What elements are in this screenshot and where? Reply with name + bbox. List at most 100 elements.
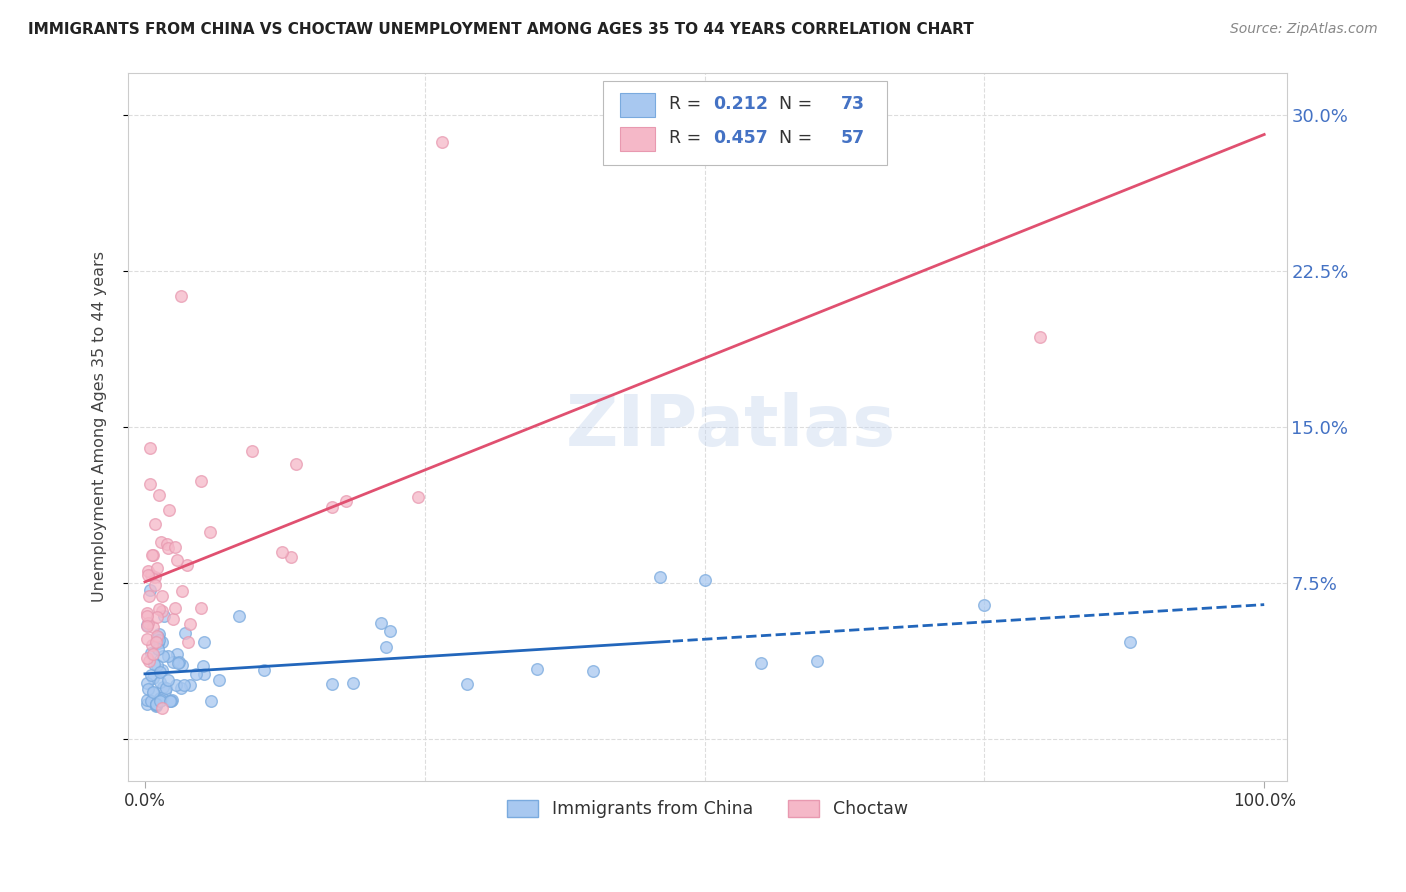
- Point: [145, 629, 167, 643]
- Point: [156, 536, 179, 550]
- Y-axis label: Unemployment Among Ages 35 to 44 years: Unemployment Among Ages 35 to 44 years: [93, 252, 107, 602]
- Text: IMMIGRANTS FROM CHINA VS CHOCTAW UNEMPLOYMENT AMONG AGES 35 TO 44 YEARS CORRELAT: IMMIGRANTS FROM CHINA VS CHOCTAW UNEMPLO…: [28, 22, 974, 37]
- Point: [145, 634, 167, 648]
- Point: [141, 639, 163, 653]
- Point: [150, 589, 173, 603]
- Point: [145, 698, 167, 712]
- Point: [145, 657, 167, 672]
- Point: [149, 534, 172, 549]
- Point: [145, 698, 167, 713]
- Point: [208, 673, 231, 688]
- Point: [170, 288, 193, 302]
- Point: [335, 494, 357, 508]
- Point: [806, 654, 828, 668]
- Point: [170, 584, 193, 599]
- Point: [179, 678, 201, 692]
- Point: [142, 671, 165, 685]
- Point: [141, 549, 163, 563]
- Point: [167, 656, 190, 670]
- FancyBboxPatch shape: [603, 81, 887, 165]
- Point: [176, 558, 198, 573]
- Point: [370, 615, 392, 630]
- Point: [156, 648, 179, 663]
- FancyBboxPatch shape: [620, 127, 655, 151]
- Point: [149, 665, 172, 679]
- Point: [156, 673, 179, 688]
- Point: [240, 444, 263, 458]
- Point: [153, 609, 176, 624]
- Point: [152, 680, 174, 694]
- Point: [149, 691, 172, 706]
- Point: [170, 681, 193, 695]
- Point: [176, 634, 198, 648]
- Text: 0.457: 0.457: [713, 129, 768, 147]
- Point: [749, 657, 772, 671]
- Point: [149, 694, 172, 708]
- Point: [648, 569, 671, 583]
- Point: [145, 697, 167, 711]
- Point: [141, 568, 163, 582]
- Point: [138, 654, 160, 668]
- Point: [136, 608, 159, 623]
- Point: [136, 619, 159, 633]
- Point: [150, 691, 173, 706]
- Point: [142, 548, 165, 562]
- Point: [139, 582, 162, 597]
- Text: Source: ZipAtlas.com: Source: ZipAtlas.com: [1230, 22, 1378, 37]
- Point: [1029, 330, 1052, 344]
- Point: [139, 476, 162, 491]
- Point: [1119, 634, 1142, 648]
- Point: [150, 701, 173, 715]
- Point: [155, 681, 177, 695]
- Point: [193, 635, 215, 649]
- Point: [526, 662, 548, 676]
- Point: [143, 570, 166, 584]
- Text: N =: N =: [768, 129, 817, 147]
- Point: [148, 633, 170, 648]
- Point: [136, 607, 159, 621]
- Point: [150, 663, 173, 677]
- Point: [136, 675, 159, 690]
- Point: [321, 676, 343, 690]
- Point: [166, 553, 188, 567]
- Point: [152, 648, 174, 663]
- Point: [138, 682, 160, 697]
- Point: [190, 601, 212, 615]
- Point: [139, 647, 162, 661]
- Point: [174, 626, 197, 640]
- Point: [228, 608, 250, 623]
- Point: [150, 604, 173, 618]
- Point: [136, 693, 159, 707]
- Point: [406, 490, 429, 504]
- Point: [280, 550, 302, 565]
- FancyBboxPatch shape: [620, 93, 655, 117]
- Point: [378, 624, 401, 638]
- Point: [146, 641, 169, 656]
- Point: [149, 674, 172, 689]
- Point: [342, 676, 364, 690]
- Point: [165, 678, 187, 692]
- Point: [141, 694, 163, 708]
- Point: [146, 560, 169, 574]
- Point: [179, 617, 201, 632]
- Point: [139, 668, 162, 682]
- Point: [456, 677, 478, 691]
- Point: [143, 517, 166, 532]
- Point: [321, 500, 343, 514]
- Point: [136, 651, 159, 665]
- Point: [142, 686, 165, 700]
- Point: [148, 488, 170, 502]
- Point: [145, 578, 167, 592]
- Point: [148, 630, 170, 644]
- Point: [190, 475, 212, 489]
- Text: 73: 73: [841, 95, 865, 113]
- Point: [146, 636, 169, 650]
- Point: [136, 618, 159, 632]
- Point: [159, 694, 181, 708]
- Point: [160, 693, 183, 707]
- Point: [173, 678, 195, 692]
- Point: [160, 694, 183, 708]
- Text: R =: R =: [669, 95, 707, 113]
- Point: [150, 635, 173, 649]
- Point: [193, 659, 215, 673]
